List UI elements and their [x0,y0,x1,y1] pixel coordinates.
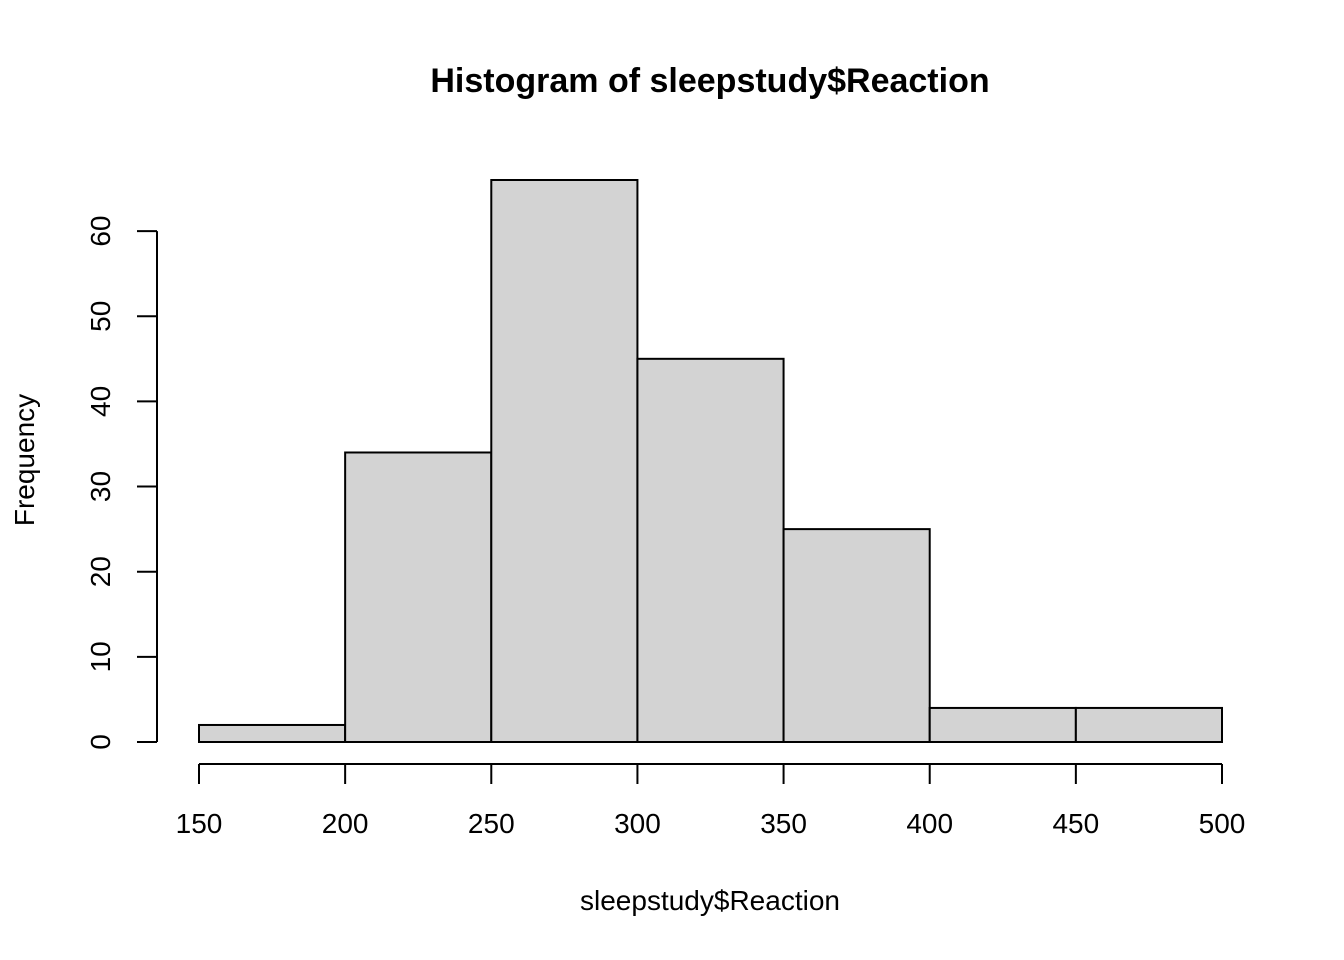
histogram-bar-350-400 [782,528,931,743]
histogram-bar-300-350 [636,357,785,743]
y-tick-label: 20 [85,556,116,587]
x-tick-label: 400 [906,808,953,839]
y-tick-label: 60 [85,216,116,247]
x-tick-label: 300 [614,808,661,839]
x-tick-label: 150 [176,808,223,839]
y-tick-label: 40 [85,386,116,417]
histogram-bar-250-300 [490,179,639,743]
histogram-bar-200-250 [344,451,493,743]
y-axis-label: Frequency [9,394,40,526]
chart-title: Histogram of sleepstudy$Reaction [430,62,989,100]
x-axis: 150 200 250 300 350 400 450 500 [176,763,1246,839]
x-tick-label: 450 [1052,808,1099,839]
x-tick-label: 200 [322,808,369,839]
y-tick-label: 10 [85,641,116,672]
bars-group [198,179,1224,744]
x-tick-label: 500 [1199,808,1246,839]
x-tick-label: 250 [468,808,515,839]
y-tick-label: 0 [85,734,116,750]
histogram-bar-400-450 [928,706,1077,743]
y-tick-label: 50 [85,301,116,332]
x-tick-label: 350 [760,808,807,839]
y-tick-label: 30 [85,471,116,502]
x-axis-label: sleepstudy$Reaction [580,885,840,916]
histogram-bar-150-200 [198,723,347,744]
y-axis: 0 10 20 30 40 50 60 [85,216,158,750]
histogram-bar-450-500 [1074,706,1224,743]
